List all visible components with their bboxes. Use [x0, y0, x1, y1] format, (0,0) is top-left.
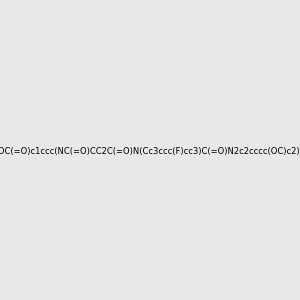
Text: COC(=O)c1ccc(NC(=O)CC2C(=O)N(Cc3ccc(F)cc3)C(=O)N2c2cccc(OC)c2)cc1: COC(=O)c1ccc(NC(=O)CC2C(=O)N(Cc3ccc(F)cc…: [0, 147, 300, 156]
